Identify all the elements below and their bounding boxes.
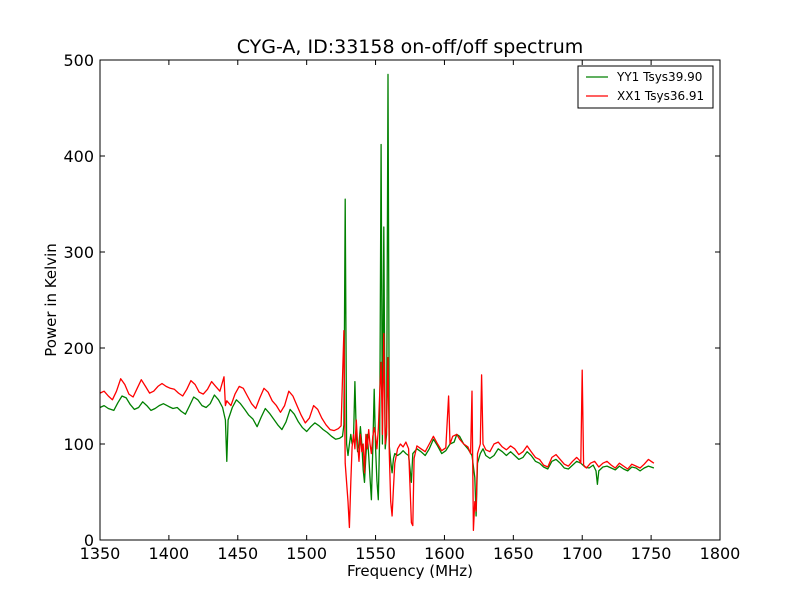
x-tick-label: 1700 [562,544,603,563]
legend-label-2: XX1 Tsys36.91 [617,89,704,103]
x-tick-label: 1550 [355,544,396,563]
chart-title: CYG-A, ID:33158 on-off/off spectrum [237,36,584,58]
y-tick-label: 500 [63,51,94,70]
series-line-2 [100,330,655,532]
x-tick-label: 1450 [217,544,258,563]
legend-box [577,65,714,109]
y-axis-label: Power in Kelvin [42,243,60,357]
x-tick-label: 1500 [286,544,327,563]
x-tick-label: 1400 [149,544,190,563]
x-tick-label: 1800 [700,544,741,563]
y-tick-label: 200 [63,339,94,358]
x-tick-label: 1600 [424,544,465,563]
x-tick-label: 1650 [493,544,534,563]
x-axis-label: Frequency (MHz) [347,562,473,580]
axis-ticks: 1350 1400 1450 1500 1550 1600 1650 1700 1750 1800… [63,51,740,563]
x-tick-label: 1350 [80,544,121,563]
y-tick-label: 100 [63,435,94,454]
series-line-1 [100,73,655,517]
y-tick-label: 0 [84,531,94,550]
legend: YY1 Tsys39.90 XX1 Tsys36.91 [577,65,714,109]
plot-frame [99,59,721,541]
x-tick-label: 1750 [631,544,672,563]
y-tick-label: 400 [63,147,94,166]
y-tick-label: 300 [63,243,94,262]
legend-label-1: YY1 Tsys39.90 [616,70,702,84]
